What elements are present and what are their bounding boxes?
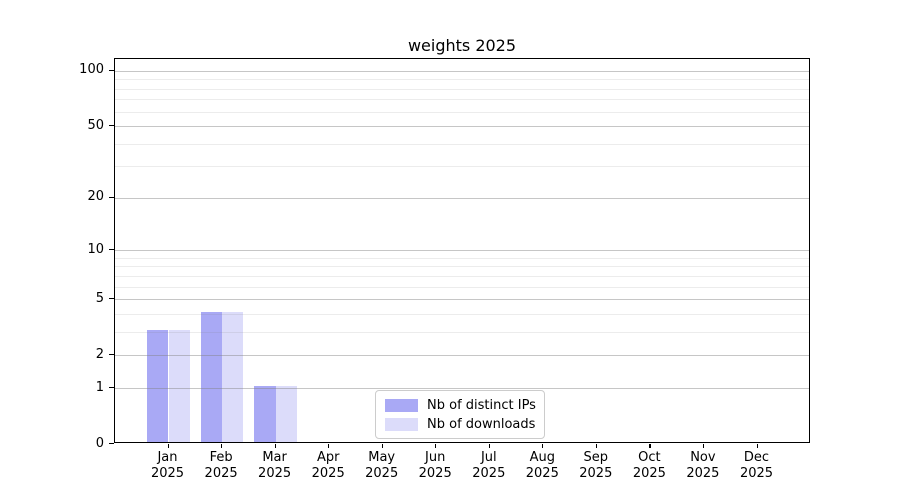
bar-nb-of-distinct-ips-feb-2025 <box>200 311 223 442</box>
y-tick-label: 5 <box>95 290 104 306</box>
minor-gridline <box>115 257 809 259</box>
y-tick-label: 100 <box>79 62 104 78</box>
legend-label-distinct-ips: Nb of distinct IPs <box>427 397 536 413</box>
x-tick-label: Oct 2025 <box>632 450 666 481</box>
y-tick-mark <box>109 125 114 127</box>
minor-gridline <box>115 99 809 101</box>
x-tick-mark <box>167 444 169 448</box>
minor-gridline <box>115 313 809 315</box>
y-tick-label: 20 <box>87 189 104 205</box>
x-tick-label: Apr 2025 <box>311 450 345 481</box>
x-tick-label: May 2025 <box>365 450 399 481</box>
y-tick-label: 1 <box>95 379 104 395</box>
x-tick-label: Feb 2025 <box>204 450 238 481</box>
legend-entry-downloads: Nb of downloads <box>385 417 535 432</box>
x-tick-mark <box>649 444 651 448</box>
x-tick-mark <box>702 444 705 448</box>
minor-gridline <box>115 331 809 333</box>
plot-area <box>114 58 810 443</box>
y-tick-mark <box>109 298 114 300</box>
x-tick-label: Mar 2025 <box>258 450 292 481</box>
major-gridline <box>115 70 809 72</box>
y-tick-label: 10 <box>87 241 104 257</box>
minor-gridline <box>115 111 809 113</box>
x-tick-label: Jan 2025 <box>150 450 185 481</box>
minor-gridline <box>115 266 809 268</box>
major-gridline <box>115 355 809 357</box>
major-gridline <box>115 388 809 389</box>
y-tick-label: 50 <box>87 117 104 133</box>
major-gridline <box>115 299 809 301</box>
minor-gridline <box>115 275 809 277</box>
x-tick-mark <box>488 444 490 448</box>
x-tick-label: Jun 2025 <box>418 450 452 481</box>
x-tick-mark <box>542 444 544 448</box>
minor-gridline <box>115 286 809 288</box>
x-tick-mark <box>274 444 276 448</box>
legend-label-downloads: Nb of downloads <box>427 416 536 432</box>
x-tick-mark <box>381 444 383 448</box>
y-tick-label: 0 <box>95 435 104 451</box>
minor-gridline <box>115 143 809 145</box>
minor-gridline <box>115 79 809 81</box>
x-tick-mark <box>756 444 758 448</box>
y-tick-mark <box>109 249 114 251</box>
y-tick-mark <box>109 354 114 356</box>
major-gridline <box>115 250 809 252</box>
bar-nb-of-distinct-ips-jan-2025 <box>147 329 169 442</box>
y-tick-mark <box>109 443 114 445</box>
x-tick-label: Aug 2025 <box>525 450 559 481</box>
y-tick-mark <box>109 387 114 389</box>
minor-gridline <box>115 88 809 90</box>
x-tick-label: Jul 2025 <box>472 450 506 481</box>
legend-entry-distinct-ips: Nb of distinct IPs <box>385 397 536 413</box>
y-tick-label: 2 <box>95 346 104 362</box>
minor-gridline <box>115 166 809 168</box>
bar-nb-of-downloads-mar-2025 <box>275 386 297 442</box>
y-tick-mark <box>109 196 114 199</box>
x-tick-mark <box>435 444 437 448</box>
x-tick-label: Sep 2025 <box>579 450 613 481</box>
x-tick-mark <box>221 444 223 448</box>
bar-nb-of-downloads-feb-2025 <box>222 311 244 442</box>
x-tick-label: Dec 2025 <box>739 450 774 481</box>
x-tick-mark <box>595 444 597 448</box>
legend-swatch-downloads <box>385 417 418 431</box>
y-tick-mark <box>109 69 114 72</box>
x-tick-mark <box>328 444 330 448</box>
major-gridline <box>115 126 809 128</box>
bar-nb-of-distinct-ips-mar-2025 <box>254 386 276 442</box>
bar-nb-of-downloads-jan-2025 <box>168 329 190 442</box>
legend-swatch-distinct-ips <box>385 398 418 412</box>
major-gridline <box>115 197 809 199</box>
x-tick-label: Nov 2025 <box>686 450 720 481</box>
legend: Nb of distinct IPs Nb of downloads <box>375 390 545 439</box>
chart-title: weights 2025 <box>407 36 517 55</box>
